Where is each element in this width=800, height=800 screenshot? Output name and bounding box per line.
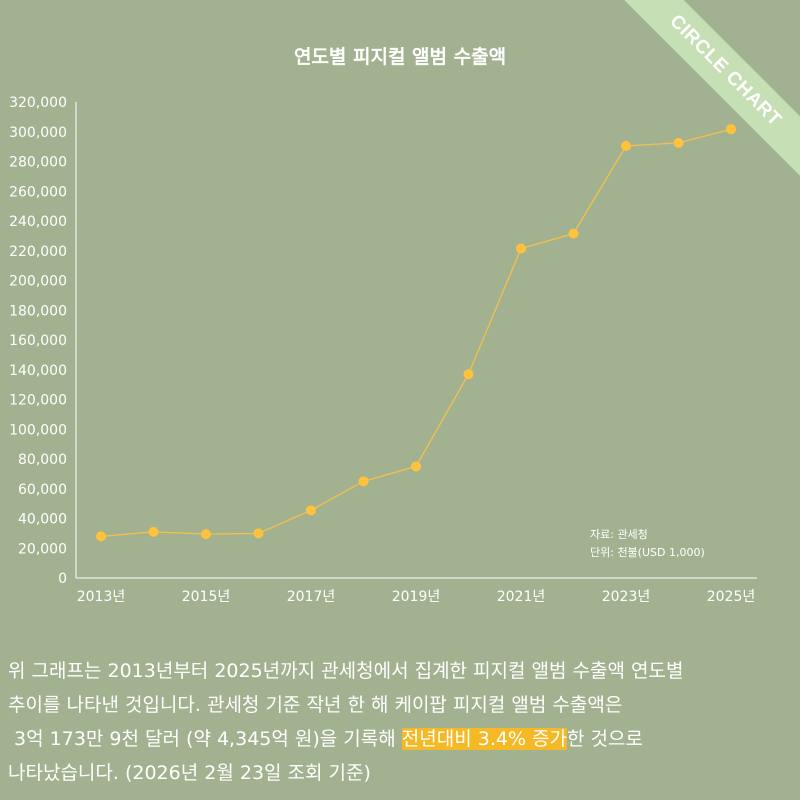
data-point — [516, 243, 526, 254]
unit-annotation: 단위: 천불(USD 1,000) — [590, 545, 705, 559]
y-tick-label: 200,000 — [9, 274, 67, 290]
data-point — [463, 369, 474, 380]
y-tick-label: 240,000 — [9, 214, 67, 230]
data-points — [96, 124, 736, 542]
y-tick-label: 180,000 — [9, 303, 67, 319]
data-point — [673, 137, 684, 148]
description-paragraph: 위 그래프는 2013년부터 2025년까지 관세청에서 집계한 피지컬 앨범 … — [8, 654, 793, 790]
series-line — [100, 128, 732, 537]
y-tick-label: 140,000 — [9, 363, 67, 379]
data-point — [201, 529, 211, 540]
data-point — [621, 140, 631, 151]
y-tick-label: 320,000 — [9, 95, 67, 111]
description-line-3: 3억 173만 9천 달러 (약 4,345억 원)을 기록해 전년대비 3.4… — [8, 722, 793, 756]
y-tick-label: 20,000 — [18, 541, 67, 557]
y-tick-label: 0 — [58, 571, 67, 587]
description-line-3-end: 한 것으로 — [567, 728, 643, 750]
y-tick-label: 40,000 — [18, 512, 67, 528]
description-line-3-start: 3억 173만 9천 달러 (약 4,345억 원)을 기록해 — [8, 728, 402, 750]
y-tick-label: 280,000 — [9, 155, 67, 171]
y-tick-label: 220,000 — [9, 244, 67, 260]
y-tick-label: 100,000 — [9, 422, 67, 438]
x-tick-label: 2015년 — [182, 589, 231, 605]
data-point — [96, 531, 106, 542]
data-point — [726, 124, 736, 135]
x-tick-label: 2021년 — [497, 589, 546, 605]
y-axis-ticks: 0 20,000 40,000 60,000 80,000 100,000 120,000 1… — [9, 95, 67, 587]
x-axis-ticks: 2013년 2015년 2017년 2019년 2021년 2023년 2025년 — [77, 589, 756, 605]
x-tick-label: 2025년 — [707, 589, 756, 605]
x-tick-label: 2019년 — [392, 589, 441, 605]
y-tick-label: 80,000 — [18, 452, 67, 468]
x-tick-label: 2017년 — [287, 589, 336, 605]
growth-highlight: 전년대비 3.4% 증가 — [401, 728, 568, 750]
data-point — [306, 505, 316, 516]
description-line-4: 나타났습니다. (2026년 2월 23일 조회 기준) — [8, 762, 371, 784]
y-tick-label: 160,000 — [9, 333, 67, 349]
data-point — [148, 526, 159, 537]
y-tick-label: 260,000 — [9, 184, 67, 200]
data-point — [411, 461, 421, 472]
y-tick-label: 60,000 — [18, 482, 67, 498]
description-line-2: 추이를 나타낸 것입니다. 관세청 기준 작년 한 해 케이팝 피지컬 앨범 수… — [8, 694, 623, 716]
chart-title: 연도별 피지컬 앨범 수출액 — [293, 46, 507, 68]
description-line-1: 위 그래프는 2013년부터 2025년까지 관세청에서 집계한 피지컬 앨범 … — [8, 660, 684, 682]
line-chart: 0 20,000 40,000 60,000 80,000 100,000 120,000 1… — [9, 95, 757, 605]
source-annotation: 자료: 관세청 — [590, 528, 648, 541]
y-tick-label: 300,000 — [9, 125, 67, 141]
y-tick-label: 120,000 — [9, 393, 67, 409]
data-point — [253, 528, 264, 539]
x-tick-label: 2013년 — [77, 589, 126, 605]
x-tick-label: 2023년 — [602, 589, 651, 605]
data-point — [568, 228, 579, 239]
data-point — [358, 476, 369, 487]
